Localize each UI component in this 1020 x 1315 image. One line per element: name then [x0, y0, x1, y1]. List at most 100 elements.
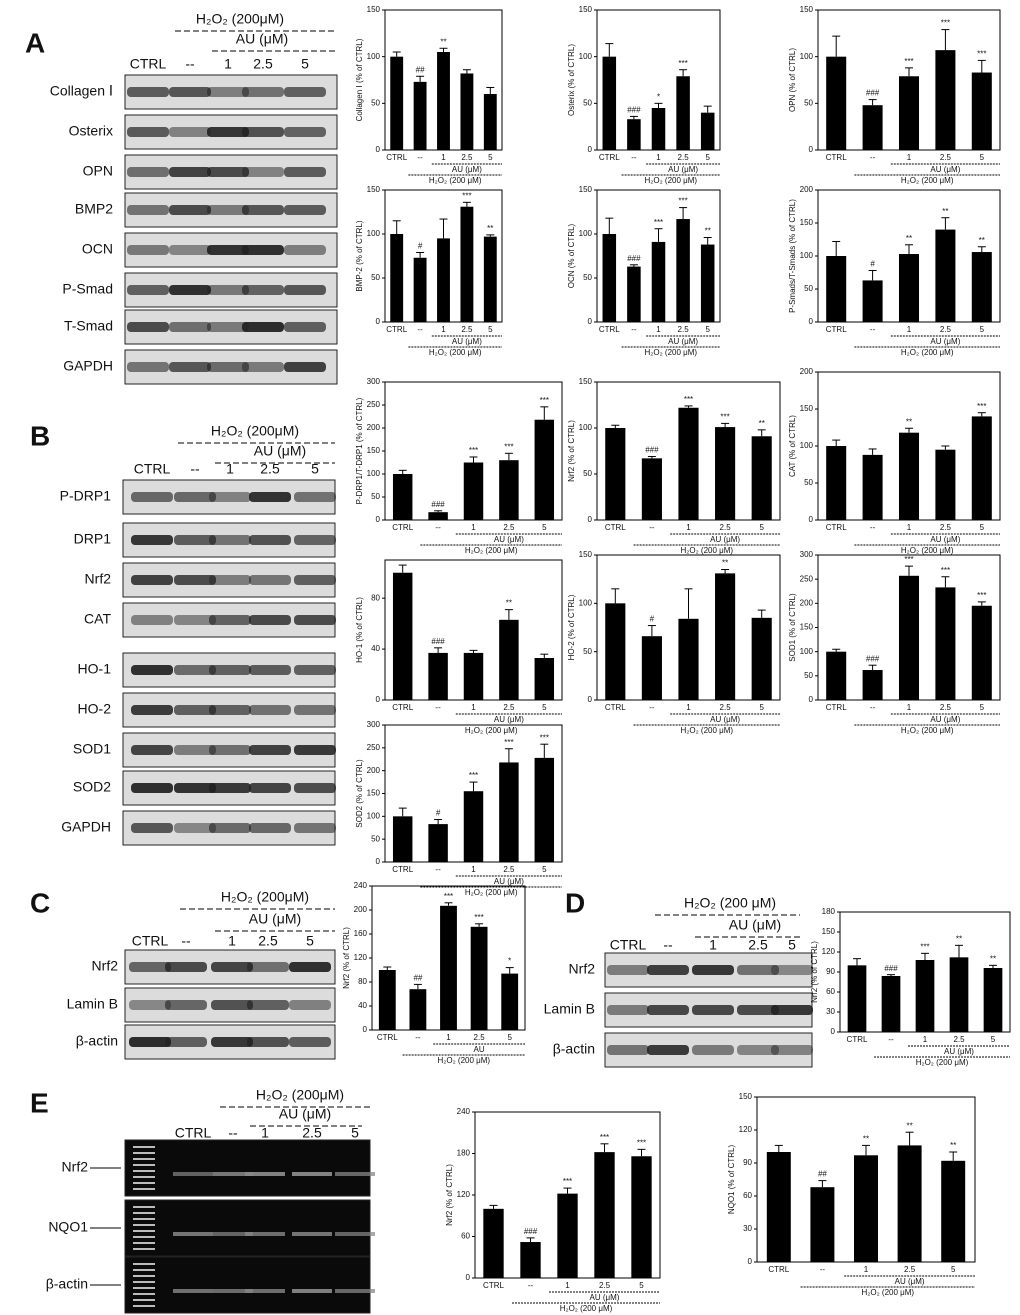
group-label: AU (μM) [668, 337, 698, 346]
y-axis-label: CAT (% of CTRL) [788, 415, 797, 477]
y-axis-label: Nrf2 (% of CTRL) [445, 1164, 454, 1226]
group-label: AU (μM) [930, 337, 960, 346]
row-label: OPN [83, 163, 113, 179]
significance: *** [654, 218, 663, 227]
bar-chart: 0 50 100 150 Nrf2 (% of CTRL) CTRL ### -- *** 1 **… [567, 377, 781, 555]
blot-panel: B H₂O₂ (200μM) AU (μM) CTRL -- 1 2.5 5 P-DRP1 DRP… [30, 420, 336, 846]
gel-band [213, 1172, 253, 1176]
bar-chart: 0 50 100 150 OPN (% of CTRL) CTRL ### -- *** 1 ***… [788, 5, 1001, 185]
row-label: SOD2 [73, 779, 111, 795]
lane-label: -- [190, 461, 200, 477]
y-tick-label: 50 [583, 469, 592, 478]
band [647, 1045, 689, 1055]
y-tick-label: 0 [466, 1273, 471, 1282]
significance: ### [627, 254, 641, 263]
y-tick-label: 200 [367, 766, 381, 775]
y-tick-label: 150 [739, 1092, 753, 1101]
x-tick-label: CTRL [599, 153, 620, 162]
bar-chart: 0 30 60 90 120 150 180 Nrf2 (% of CTRL) CTRL ### -… [810, 907, 1011, 1067]
bar [483, 236, 497, 322]
y-tick-label: 150 [579, 550, 593, 559]
blot-panel: C H₂O₂ (200μM) AU (μM) CTRL -- 1 2.5 5 Nrf2 Lamin… [30, 887, 336, 1060]
bar [392, 816, 413, 862]
x-tick-label: 1 [907, 153, 912, 162]
gel-band [292, 1172, 332, 1176]
band [249, 575, 291, 585]
x-tick-label: 5 [980, 523, 985, 532]
y-tick-label: 250 [800, 574, 814, 583]
row-label: GAPDH [63, 358, 113, 374]
bar [428, 652, 448, 700]
bar [971, 416, 992, 520]
treatment-label: H₂O₂ (200 μM) [901, 726, 954, 735]
band [127, 362, 169, 372]
bar [594, 1152, 615, 1278]
band [249, 705, 291, 715]
x-tick-label: CTRL [392, 523, 413, 532]
y-axis-label: Nrf2 (% of CTRL) [567, 420, 576, 482]
gel-band [173, 1232, 213, 1236]
x-tick-label: 5 [705, 325, 710, 334]
row-label: Lamin B [67, 996, 118, 1012]
x-tick-label: 1 [656, 153, 661, 162]
significance: ** [990, 954, 996, 963]
x-tick-label: 2.5 [503, 703, 515, 712]
y-axis-label: SOD2 (% of CTRL) [355, 759, 364, 828]
band [131, 745, 173, 755]
x-tick-label: -- [649, 703, 655, 712]
x-tick-label: 5 [542, 865, 547, 874]
band [771, 1045, 813, 1055]
y-tick-label: 80 [371, 593, 380, 602]
x-tick-label: 5 [951, 1265, 956, 1274]
lane-label: 5 [306, 933, 314, 949]
band [607, 1045, 649, 1055]
band [294, 575, 336, 585]
group-label: AU (μM) [710, 535, 740, 544]
y-tick-label: 30 [826, 1007, 835, 1016]
band [174, 745, 216, 755]
y-tick-label: 60 [461, 1232, 470, 1241]
band [242, 127, 284, 137]
y-tick-label: 150 [800, 5, 814, 14]
lane-label: -- [228, 1125, 238, 1141]
group-label: AU [474, 1045, 485, 1054]
bar [935, 449, 956, 520]
ladder-band [133, 1269, 155, 1271]
ladder-band [133, 1299, 155, 1301]
bar [751, 617, 772, 700]
bar [915, 960, 935, 1032]
x-tick-label: 1 [864, 1265, 869, 1274]
x-tick-label: 2.5 [940, 523, 952, 532]
band [174, 823, 216, 833]
x-tick-label: 2.5 [461, 325, 473, 334]
bar [483, 1208, 504, 1278]
x-tick-label: 1 [471, 865, 476, 874]
y-tick-label: 120 [354, 953, 368, 962]
x-tick-label: 5 [542, 703, 547, 712]
y-tick-label: 0 [809, 145, 814, 154]
band [169, 285, 211, 295]
lane-label: 2.5 [260, 461, 280, 477]
band [131, 783, 173, 793]
band [284, 167, 326, 177]
y-tick-label: 0 [588, 515, 593, 524]
x-tick-label: CTRL [392, 703, 413, 712]
row-label: Nrf2 [62, 1159, 89, 1175]
band [131, 615, 173, 625]
band [174, 615, 216, 625]
au-label: AU (μM) [236, 31, 288, 47]
gel-band [292, 1232, 332, 1236]
bar [557, 1193, 578, 1278]
x-tick-label: CTRL [386, 153, 407, 162]
y-axis-label: HO-1 (% of CTRL) [355, 597, 364, 663]
y-tick-label: 40 [371, 644, 380, 653]
y-axis-label: NQO1 (% of CTRL) [727, 1144, 736, 1214]
row-label: β-actin [46, 1276, 88, 1292]
y-tick-label: 300 [800, 550, 814, 559]
band [294, 492, 336, 502]
band [174, 705, 216, 715]
au-label: AU (μM) [729, 917, 781, 933]
y-tick-label: 150 [579, 5, 593, 14]
ladder-band [133, 1212, 155, 1214]
